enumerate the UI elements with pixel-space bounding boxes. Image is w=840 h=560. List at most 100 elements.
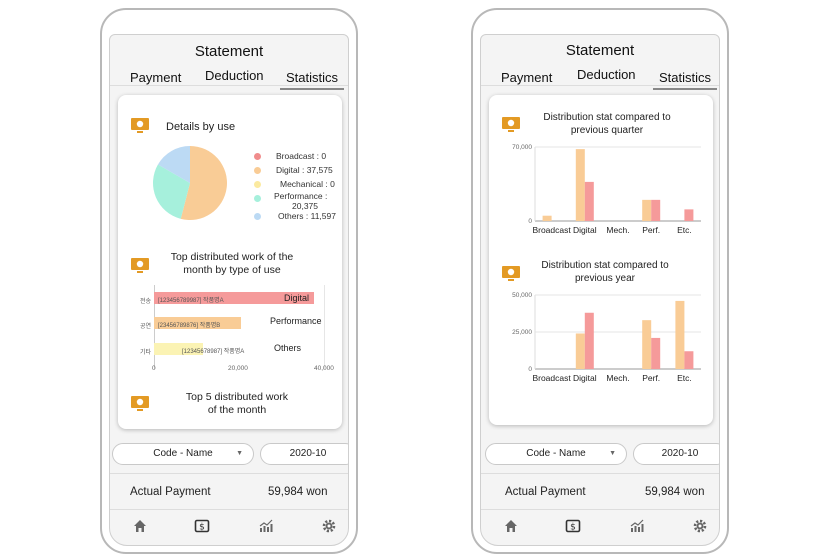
statistics-icon[interactable] xyxy=(258,518,274,534)
pie-slice-1 xyxy=(180,146,227,220)
monitor-icon xyxy=(502,266,520,281)
bar-perf-series2 xyxy=(651,199,661,221)
x-tick-label: Etc. xyxy=(677,373,692,383)
home-icon[interactable] xyxy=(132,518,148,534)
svg-text:$: $ xyxy=(570,523,576,533)
hbar-bar-digital xyxy=(154,292,314,304)
legend-dot-performance xyxy=(254,195,261,202)
y-tick-label: 70,000 xyxy=(512,144,532,151)
monitor-icon xyxy=(131,258,149,273)
y-tick-label: 0 xyxy=(528,218,532,225)
dropdown-arrow-icon: ▼ xyxy=(609,450,616,457)
monitor-icon xyxy=(131,118,149,133)
legend-performance-value: 20,375 xyxy=(292,201,318,211)
top5-title: Top 5 distributed work of the month xyxy=(172,391,302,417)
y-tick-label: 50,000 xyxy=(512,292,532,299)
year-title-line2: previous year xyxy=(574,273,636,284)
hbar-tick-20000: 20,000 xyxy=(228,365,248,372)
tab-divider xyxy=(481,85,719,86)
hbar-category-performance: Performance xyxy=(270,316,322,326)
top-work-title-line1: Top distributed work of the xyxy=(170,251,294,263)
hbar-tick-0: 0 xyxy=(152,365,156,372)
dropdown-arrow-icon: ▼ xyxy=(236,450,243,457)
year-bar-chart: 0 25,000 50,000 Broadcast Digital Mech. Perf. E… xyxy=(512,292,701,383)
bar-broadcast-series1 xyxy=(542,215,552,221)
year-chart-title: Distribution stat compared to previous y… xyxy=(527,259,683,285)
legend-dot-digital xyxy=(254,167,261,174)
bar-digital-series2 xyxy=(584,312,594,369)
tab-deduction[interactable]: Deduction xyxy=(205,68,264,83)
hbar-row-label: 공연 xyxy=(140,324,152,330)
quarter-title-line2: previous quarter xyxy=(570,125,644,136)
pie-slice-4 xyxy=(157,146,190,183)
details-by-use-title: Details by use xyxy=(166,121,236,133)
bar-perf-series1 xyxy=(642,199,652,221)
y-tick-label: 0 xyxy=(528,366,532,373)
tab-divider xyxy=(110,85,348,86)
divider xyxy=(110,509,348,510)
code-name-select[interactable]: Code - Name ▼ xyxy=(112,443,254,465)
bar-digital-series1 xyxy=(575,149,585,221)
year-title-line1: Distribution stat compared to xyxy=(541,260,669,271)
legend-digital: Digital : 37,575 xyxy=(276,165,333,175)
statistics-screen-left: Statement Payment Deduction Statistics D… xyxy=(109,34,349,546)
code-name-select-value: Code - Name xyxy=(153,448,213,459)
month-select[interactable]: 2020-10 xyxy=(260,443,348,465)
code-name-select-value: Code - Name xyxy=(526,448,586,459)
legend-broadcast: Broadcast : 0 xyxy=(276,151,327,161)
legend-mechanical: Mechanical : 0 xyxy=(280,179,335,189)
statistics-card: Details by use Broadcast : 0 Digital : 3… xyxy=(118,95,342,429)
payment-icon[interactable]: $ xyxy=(565,518,581,534)
legend-others: Others : 11,597 xyxy=(278,211,336,221)
code-name-select[interactable]: Code - Name ▼ xyxy=(485,443,627,465)
x-tick-label: Perf. xyxy=(642,225,660,235)
quarter-bar-chart: 0 70,000 Broadcast Digital Mech. Perf. Etc. xyxy=(512,144,701,235)
x-tick-label: Mech. xyxy=(606,225,629,235)
statistics-icon[interactable] xyxy=(629,518,645,534)
divider xyxy=(110,473,348,474)
hbar-bar-others xyxy=(154,343,204,355)
hbar-work-label: [123456789987] 작품명A xyxy=(158,298,224,304)
x-tick-label: Perf. xyxy=(642,373,660,383)
page-title: Statement xyxy=(565,42,635,59)
settings-icon[interactable] xyxy=(692,518,708,534)
x-tick-label: Mech. xyxy=(606,373,629,383)
hbar-work-label: [12345678987] 작품명A xyxy=(182,349,245,355)
phone-frame-left: Statement Payment Deduction Statistics D… xyxy=(100,8,358,554)
bar-perf-series1 xyxy=(642,320,652,369)
hbar-tick-40000: 40,000 xyxy=(314,365,334,372)
tab-payment[interactable]: Payment xyxy=(501,70,553,85)
bar-perf-series2 xyxy=(651,337,661,369)
month-select-value: 2020-10 xyxy=(289,448,327,459)
legend-dot-mechanical xyxy=(254,181,261,188)
x-tick-label: Digital xyxy=(573,225,597,235)
tab-statistics[interactable]: Statistics xyxy=(653,70,717,90)
settings-icon[interactable] xyxy=(321,518,337,534)
tab-payment[interactable]: Payment xyxy=(130,70,182,85)
y-tick-label: 25,000 xyxy=(512,329,532,336)
month-select-value: 2020-10 xyxy=(661,448,699,459)
x-tick-label: Digital xyxy=(573,373,597,383)
actual-payment-label: Actual Payment xyxy=(130,486,211,498)
top5-title-line2: of the month xyxy=(207,404,267,416)
month-select[interactable]: 2020-10 xyxy=(633,443,719,465)
bar-etc-series2 xyxy=(684,351,694,369)
divider xyxy=(481,509,719,510)
legend-performance: Performance : xyxy=(274,191,328,201)
payment-icon[interactable]: $ xyxy=(194,518,210,534)
page-title: Statement xyxy=(194,43,264,60)
svg-text:$: $ xyxy=(199,523,205,533)
bar-digital-series1 xyxy=(575,333,585,369)
tab-statistics[interactable]: Statistics xyxy=(280,70,344,90)
x-tick-label: Broadcast xyxy=(532,373,571,383)
quarter-chart-title: Distribution stat compared to previous q… xyxy=(529,111,685,137)
tab-deduction[interactable]: Deduction xyxy=(577,67,636,82)
actual-payment-value: 59,984 won xyxy=(268,486,328,498)
x-tick-label: Etc. xyxy=(677,225,692,235)
home-icon[interactable] xyxy=(503,518,519,534)
bar-etc-series1 xyxy=(675,300,685,369)
legend-dot-others xyxy=(254,213,261,220)
phone-frame-right: Statement Payment Deduction Statistics D… xyxy=(471,8,729,554)
x-tick-label: Broadcast xyxy=(532,225,571,235)
quarter-title-line1: Distribution stat compared to xyxy=(543,112,671,123)
